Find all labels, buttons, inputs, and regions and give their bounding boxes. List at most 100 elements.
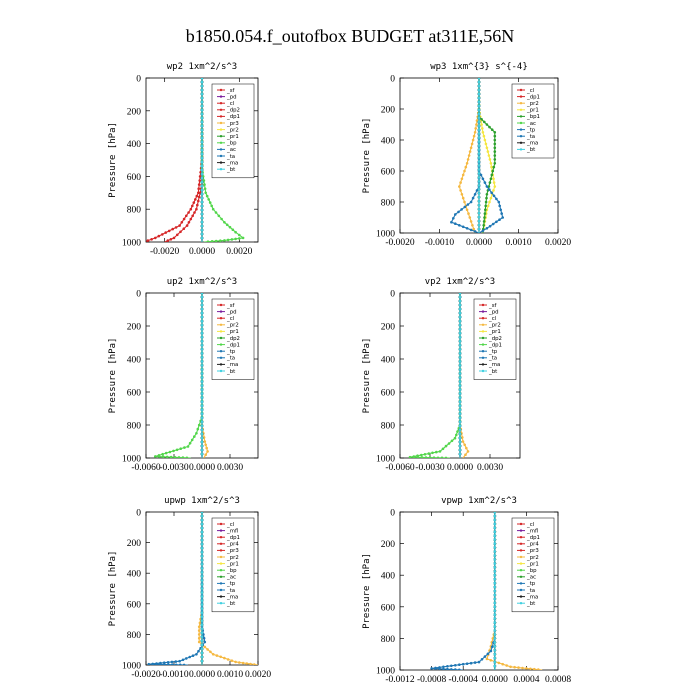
legend-label: _ma <box>226 160 238 166</box>
series-point <box>200 156 204 160</box>
series-point <box>200 88 204 92</box>
series-point <box>200 432 204 436</box>
series-point <box>454 222 457 225</box>
legend-label: _dp2 <box>226 108 240 114</box>
series-point <box>477 211 481 215</box>
legend: _sf_pd_cl_pr2_pr1_dp2_dp1_tp_ta_ma_bt <box>473 298 517 380</box>
series-point <box>465 208 469 212</box>
series-point <box>200 120 204 124</box>
series-point <box>493 142 497 146</box>
legend-marker <box>219 343 223 346</box>
series-point <box>477 199 481 203</box>
legend-marker <box>219 542 223 545</box>
series-point <box>477 168 481 171</box>
series-point <box>488 200 491 204</box>
series-point <box>440 456 444 458</box>
series-point <box>183 446 186 449</box>
series-point <box>491 637 495 640</box>
panel-title: vp2 1xm^2/s^3 <box>425 277 495 287</box>
legend-label: _dp1 <box>526 535 540 541</box>
series-point <box>493 162 497 165</box>
series-point <box>458 299 462 303</box>
series-point <box>200 392 204 395</box>
series-point <box>430 667 433 670</box>
legend-marker <box>219 102 223 105</box>
series-point <box>200 368 204 371</box>
series-point <box>465 162 469 165</box>
series-point <box>477 176 481 179</box>
y-tick-label: 200 <box>381 540 396 550</box>
series-point <box>461 440 465 443</box>
legend-marker <box>519 536 523 539</box>
legend-marker <box>219 602 223 605</box>
y-tick-label: 400 <box>381 137 396 147</box>
series-point <box>194 198 197 201</box>
series-point <box>154 455 157 458</box>
legend-label: _sf <box>488 303 497 309</box>
series-point <box>472 227 476 231</box>
x-tick-label: 0.0020 <box>545 238 571 248</box>
series-point <box>200 384 204 387</box>
series-point <box>161 455 165 458</box>
series-point <box>473 661 477 664</box>
series-point <box>513 665 516 669</box>
series-point <box>461 173 465 177</box>
series-point <box>207 198 210 201</box>
series-point <box>446 665 449 668</box>
series-point <box>477 148 481 151</box>
chart-panel: up2 1xm^2/s^3 Pressure [hPa] 0 200 400 600 800… <box>108 277 259 473</box>
series-point <box>477 136 481 139</box>
series-point <box>475 123 478 126</box>
x-tick-label: 0.0000 <box>447 463 473 473</box>
series-point <box>493 131 497 134</box>
series-point <box>497 661 501 665</box>
series-point <box>200 364 204 367</box>
series-point <box>200 100 204 104</box>
legend-marker <box>219 95 223 98</box>
y-tick-label: 600 <box>381 168 396 178</box>
series-point <box>454 668 457 670</box>
legend-marker <box>481 330 485 333</box>
x-tick-label: -0.0010 <box>425 238 455 248</box>
legend-label: _sf <box>226 88 235 94</box>
series-point <box>206 240 210 242</box>
x-tick-label: 0.0030 <box>217 463 243 473</box>
series-point <box>477 120 481 123</box>
series-point <box>178 224 181 227</box>
legend-label: _pr3 <box>526 548 539 554</box>
series-point <box>200 140 204 144</box>
series-point <box>491 169 495 173</box>
series-point <box>493 138 497 142</box>
series-point <box>454 213 457 216</box>
series-point <box>458 452 462 456</box>
legend-label: _pd <box>226 309 237 315</box>
series-point <box>493 593 497 597</box>
series-point <box>466 450 470 453</box>
legend: _sf_pd_cl_dp2_dp1_pr3_pr2_pr1_bp_ac_ta_m… <box>211 83 255 179</box>
series-point <box>214 211 218 214</box>
series-point <box>238 233 241 237</box>
series-group <box>450 78 505 233</box>
y-axis-label: Pressure [hPa] <box>108 551 118 627</box>
y-tick-label: 800 <box>381 635 396 645</box>
series-point <box>200 579 204 582</box>
series-point <box>493 542 497 545</box>
series-point <box>488 224 492 228</box>
series-point <box>186 445 190 448</box>
series-point <box>179 230 182 234</box>
series-point <box>485 193 489 196</box>
series-point <box>458 388 462 391</box>
series-point <box>493 550 497 553</box>
series-point <box>172 236 176 240</box>
chart-panel: upwp 1xm^2/s^3 Pressure [hPa] 0 200 400 600 80… <box>108 496 271 680</box>
legend-label: _pr3 <box>226 548 239 554</box>
series-point <box>200 655 204 659</box>
series-point <box>163 663 166 665</box>
series-point <box>200 344 204 347</box>
series-point <box>191 204 194 208</box>
series-point <box>203 183 206 186</box>
series-point <box>190 438 194 442</box>
legend-label: _pr3 <box>226 121 239 127</box>
legend-label: _cl <box>226 101 234 107</box>
y-tick-label: 200 <box>127 539 142 549</box>
